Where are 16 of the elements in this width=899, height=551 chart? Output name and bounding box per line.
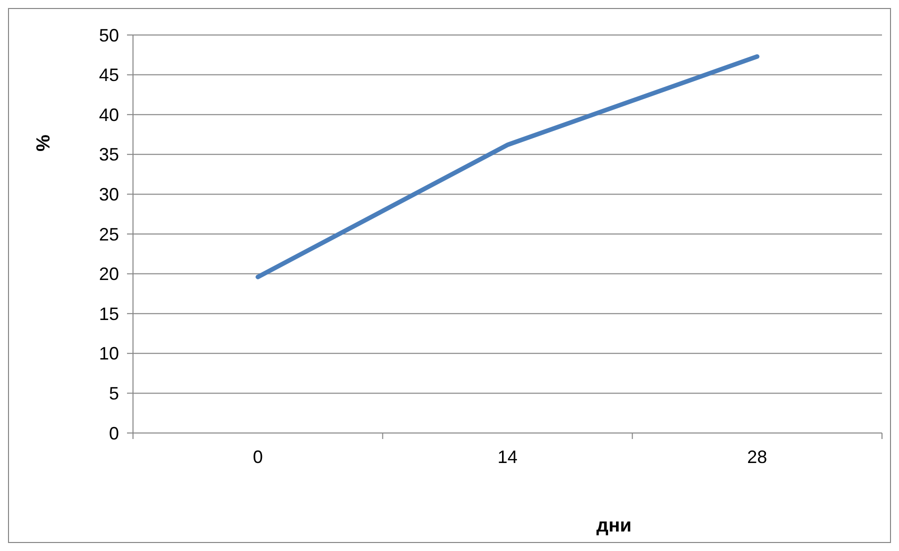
y-tick-label: 45: [98, 65, 119, 86]
y-tick-label: 0: [108, 423, 119, 444]
y-tick-label: 15: [98, 304, 119, 324]
x-axis-title: дни: [596, 516, 632, 537]
y-tick-label: 30: [98, 184, 119, 204]
x-tick-label: 14: [497, 447, 518, 467]
y-tick-label: 25: [98, 224, 119, 244]
x-tick-label: 0: [252, 447, 263, 467]
y-tick-label: 5: [108, 384, 119, 404]
y-tick-label: 20: [98, 264, 119, 284]
y-tick-label: 35: [98, 144, 119, 165]
y-tick-label: 50: [98, 25, 119, 46]
y-tick-label: 10: [98, 344, 119, 364]
y-tick-label: 40: [98, 104, 119, 125]
x-tick-label: 28: [747, 447, 768, 467]
y-axis-title: %: [34, 134, 55, 152]
